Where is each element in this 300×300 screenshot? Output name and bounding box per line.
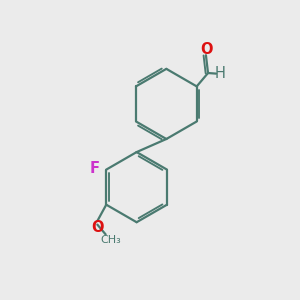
Text: CH₃: CH₃ — [100, 236, 122, 245]
Text: O: O — [92, 220, 104, 235]
Text: F: F — [89, 160, 99, 175]
Text: O: O — [200, 42, 213, 57]
Text: H: H — [215, 66, 226, 81]
